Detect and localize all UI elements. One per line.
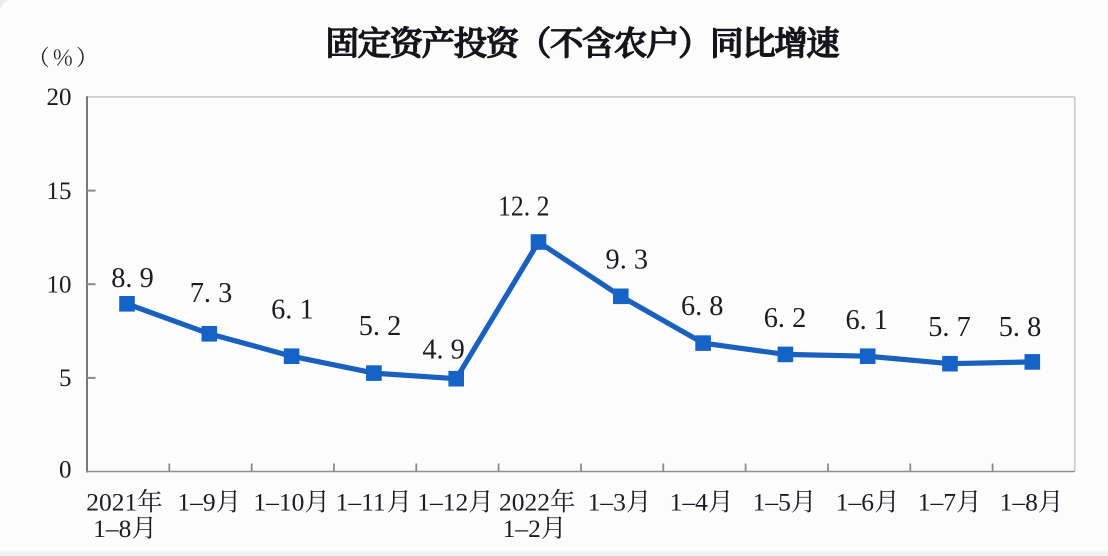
svg-text:1–3: 1–3 bbox=[588, 488, 626, 517]
svg-text:1–10: 1–10 bbox=[253, 488, 304, 517]
svg-text:5: 5 bbox=[59, 365, 72, 392]
svg-text:5. 7: 5. 7 bbox=[928, 312, 971, 343]
svg-text:8. 9: 8. 9 bbox=[111, 263, 154, 294]
svg-text:1–5: 1–5 bbox=[753, 488, 791, 517]
svg-text:1–9: 1–9 bbox=[177, 488, 215, 517]
svg-text:0: 0 bbox=[59, 457, 72, 484]
svg-text:6. 2: 6. 2 bbox=[764, 303, 807, 334]
svg-text:1–12: 1–12 bbox=[417, 488, 468, 517]
svg-text:1–8: 1–8 bbox=[93, 514, 131, 543]
svg-text:1–11: 1–11 bbox=[336, 488, 386, 517]
svg-text:1–4: 1–4 bbox=[670, 488, 709, 517]
svg-text:2021: 2021 bbox=[86, 488, 137, 517]
svg-text:10: 10 bbox=[47, 271, 72, 298]
svg-text:9. 3: 9. 3 bbox=[606, 244, 649, 275]
svg-text:6. 1: 6. 1 bbox=[845, 305, 888, 336]
svg-text:5. 8: 5. 8 bbox=[999, 312, 1042, 343]
svg-text:1–6: 1–6 bbox=[836, 488, 874, 517]
svg-text:20: 20 bbox=[47, 84, 72, 111]
svg-text:4. 9: 4. 9 bbox=[422, 335, 465, 366]
svg-text:2022: 2022 bbox=[499, 488, 550, 517]
svg-text:7. 3: 7. 3 bbox=[190, 278, 233, 309]
svg-text:1–7: 1–7 bbox=[918, 488, 957, 517]
svg-text:6. 8: 6. 8 bbox=[681, 291, 724, 322]
svg-text:1–2: 1–2 bbox=[503, 514, 541, 543]
svg-text:5. 2: 5. 2 bbox=[359, 311, 402, 342]
svg-text:6. 1: 6. 1 bbox=[271, 295, 314, 326]
svg-text:12. 2: 12. 2 bbox=[498, 192, 550, 223]
svg-text:1–8: 1–8 bbox=[1000, 488, 1038, 517]
svg-text:15: 15 bbox=[47, 178, 72, 205]
